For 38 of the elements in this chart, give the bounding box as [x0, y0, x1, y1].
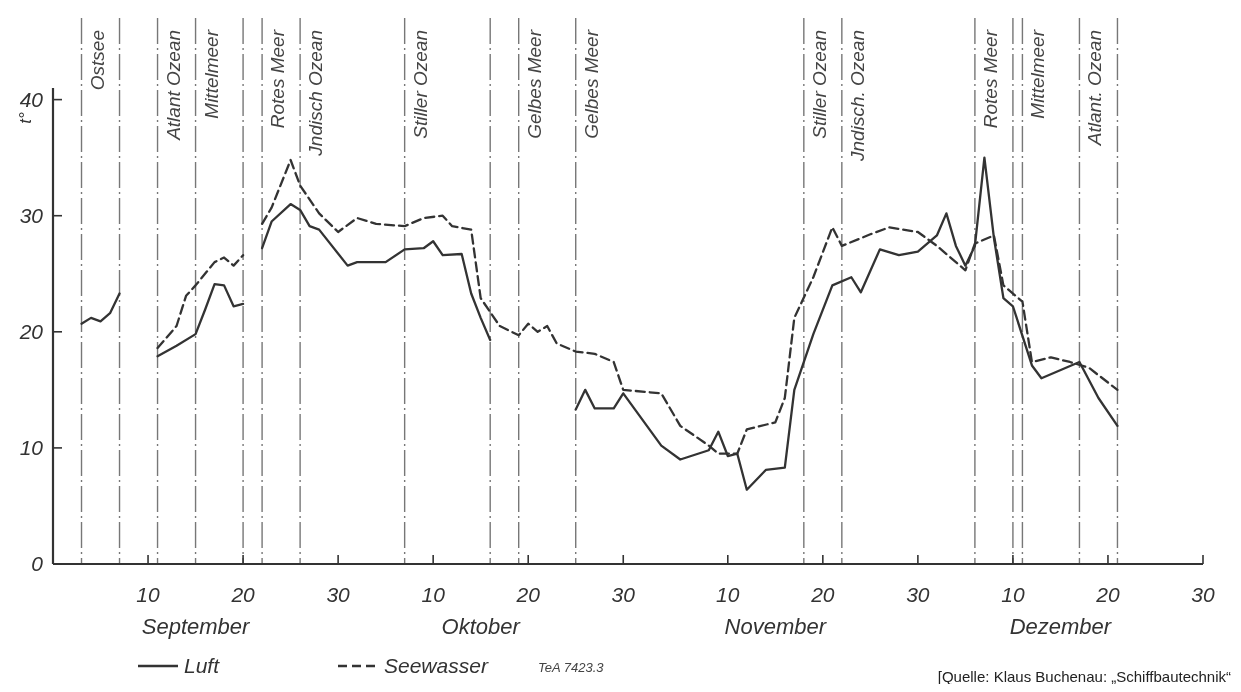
ref-line-label: Mittelmeer: [200, 29, 222, 119]
ref-line-label: Gelbes Meer: [580, 29, 602, 139]
x-tick-label: 10: [136, 583, 161, 606]
text: TeA 7423.3: [538, 660, 605, 675]
ref-line-label: Ostsee: [86, 30, 108, 91]
x-tick-label: 10: [421, 583, 446, 606]
ref-line-label: Jndisch. Ozean: [846, 30, 868, 162]
ref-line-label: Mittelmeer: [1027, 29, 1049, 119]
x-tick-label: 20: [810, 583, 835, 606]
x-tick-label: 10: [716, 583, 740, 606]
x-tick-label: 30: [326, 583, 351, 606]
y-tick-label: 30: [19, 203, 44, 227]
x-tick-label: 30: [1191, 583, 1215, 606]
text: Dezember: [1009, 614, 1113, 639]
x-tick-label: 20: [515, 583, 541, 606]
y-tick-label: 0: [31, 552, 44, 575]
ref-line-label: Gelbes Meer: [523, 29, 545, 139]
x-tick-label: 30: [906, 583, 930, 606]
ref-line-label: Atlant Ozean: [162, 30, 184, 141]
text: November: [724, 614, 828, 639]
ref-line-label: Atlant. Ozean: [1084, 30, 1106, 147]
legend-label: Seewasser: [384, 654, 489, 677]
ref-line-label: Jndisch Ozean: [305, 30, 327, 157]
ref-line-label: Rotes Meer: [979, 29, 1001, 129]
text: September: [141, 614, 252, 639]
ref-line-label: Rotes Meer: [267, 29, 289, 129]
y-tick-label: 20: [18, 319, 44, 343]
x-tick-label: 10: [1001, 583, 1025, 606]
x-tick-label: 20: [230, 583, 256, 606]
y-tick-label: 10: [19, 435, 44, 459]
y-tick-label: 40: [19, 87, 44, 111]
ref-line-label: Stiller Ozean: [409, 30, 431, 139]
text: Oktober: [441, 614, 522, 639]
x-tick-label: 30: [611, 583, 636, 606]
ref-line-label: Stiller Ozean: [808, 30, 830, 139]
x-tick-label: 20: [1095, 583, 1120, 606]
y-axis-title: t°: [16, 112, 35, 124]
legend-label: Luft: [184, 654, 221, 677]
